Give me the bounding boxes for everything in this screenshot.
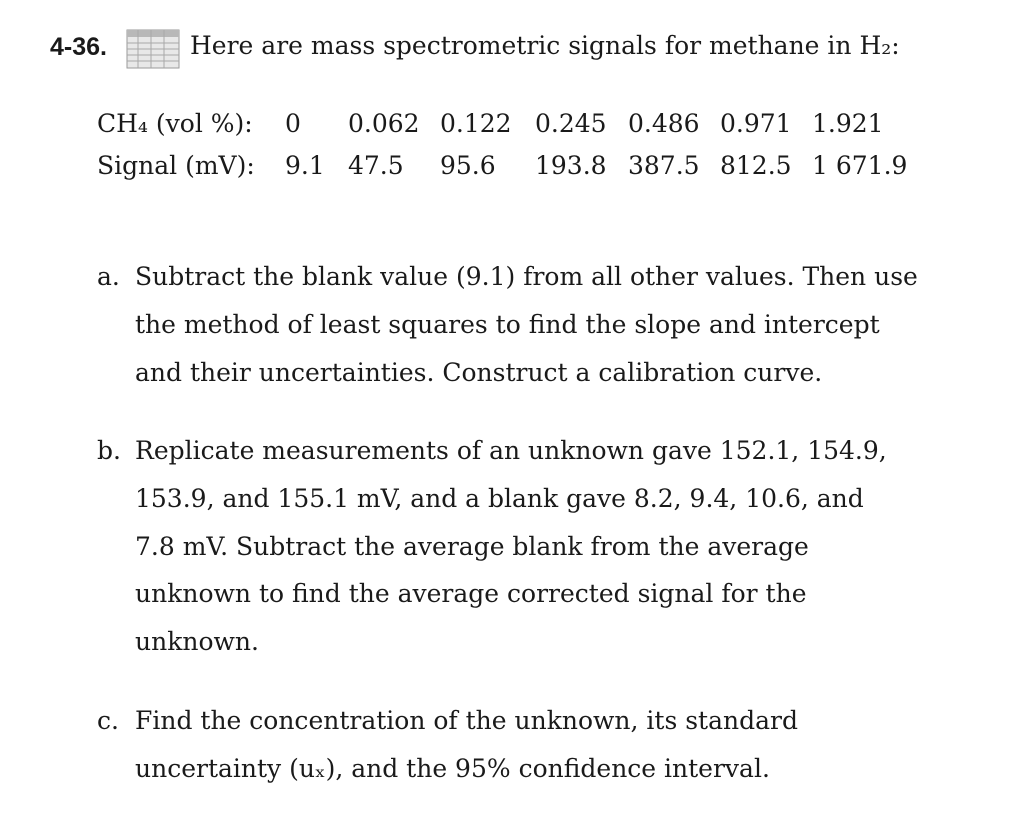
row-header: Signal (mV): [97,151,255,180]
table-cell: 0.122 [440,109,512,138]
part-label: c. [97,706,119,735]
table-cell: 812.5 [720,151,792,180]
intro: Here are mass spectrometric signals for … [190,31,900,60]
table-cell: 0 [285,109,301,138]
part-text-line: uncertainty (uₓ), and the 95% confidence… [135,753,770,783]
part-text-line: unknown to find the average corrected si… [135,579,807,609]
table-cell: 0.486 [628,109,700,138]
part-label: a. [97,262,120,291]
part-text-line: Subtract the blank value (9.1) from all … [135,262,918,291]
table-cell: 0.971 [720,109,792,138]
part-text-line: Find the concentration of the unknown, i… [135,706,798,735]
problem-number: 4-36. [50,33,107,61]
part-text-line: 7.8 mV. Subtract the average blank from … [135,531,809,561]
part-text-line: Replicate measurements of an unknown gav… [135,436,887,465]
table-cell: 0.245 [535,109,607,138]
table-cell: 47.5 [348,151,404,180]
part-text-line: 153.9, and 155.1 mV, and a blank gave 8.… [135,483,864,513]
table-cell: 1 671.9 [812,151,908,180]
table-cell: 193.8 [535,151,607,180]
part-text-line: and their uncertainties. Construct a cal… [135,357,823,387]
table-cell: 95.6 [440,151,496,180]
row-header: CH₄ (vol %): [97,109,253,138]
table-cell: 387.5 [628,151,700,180]
table-cell: 0.062 [348,109,420,138]
part-text-line: unknown. [135,627,259,657]
table-cell: 1.921 [812,109,884,138]
part-label: b. [97,436,121,465]
part-text-line: the method of least squares to find the … [135,309,880,339]
table-cell: 9.1 [285,151,325,180]
spreadsheet-icon [126,29,180,69]
